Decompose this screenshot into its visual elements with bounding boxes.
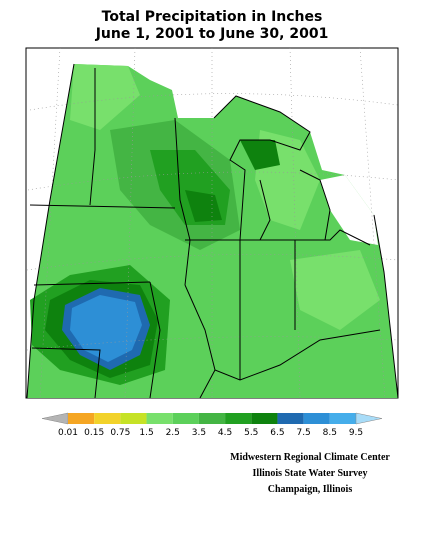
legend-label: 7.5 [296,428,310,438]
legend-swatch [329,413,356,424]
legend-swatch [94,413,121,424]
legend-label: 4.5 [218,428,232,438]
legend-swatch [146,413,173,424]
legend-label: 1.5 [139,428,153,438]
legend-label: 8.5 [323,428,337,438]
legend-label: 9.5 [349,428,363,438]
region-6 [240,140,280,170]
legend-label: 5.5 [244,428,258,438]
region-8 [70,295,142,362]
legend-label: 6.5 [270,428,284,438]
legend-arrow-high [355,412,383,425]
precip-field [27,64,398,398]
credit-line: Midwestern Regional Climate Center [230,452,390,463]
region-light [70,64,140,130]
legend-label: 3.5 [192,428,206,438]
region-6 [185,190,222,222]
legend-label: 0.75 [110,428,130,438]
legend-arrow-low [41,412,69,425]
legend-label: 2.5 [166,428,180,438]
legend: 0.01 0.15 0.75 1.5 2.5 3.5 4.5 5.5 6.5 7.5 8.5 9.5 [41,412,383,438]
title-line: June 1, 2001 to June 30, 2001 [95,26,329,42]
legend-label: 0.15 [84,428,104,438]
legend-swatch [198,413,226,424]
lake-huron [320,175,378,245]
legend-label: 0.01 [58,428,78,438]
legend-swatch [120,413,147,424]
state-borders [26,63,399,399]
region-light [290,250,380,330]
legend-swatch [303,413,330,424]
credit-line: Illinois State Water Survey [253,468,368,479]
title-line: Total Precipitation in Inches [102,9,323,25]
credit-line: Champaign, Illinois [268,484,353,495]
legend-swatch [172,413,199,424]
legend-swatch [277,413,304,424]
legend-swatch [225,413,252,424]
legend-swatch [251,413,278,424]
legend-swatch [68,413,95,424]
graticule [26,47,399,399]
